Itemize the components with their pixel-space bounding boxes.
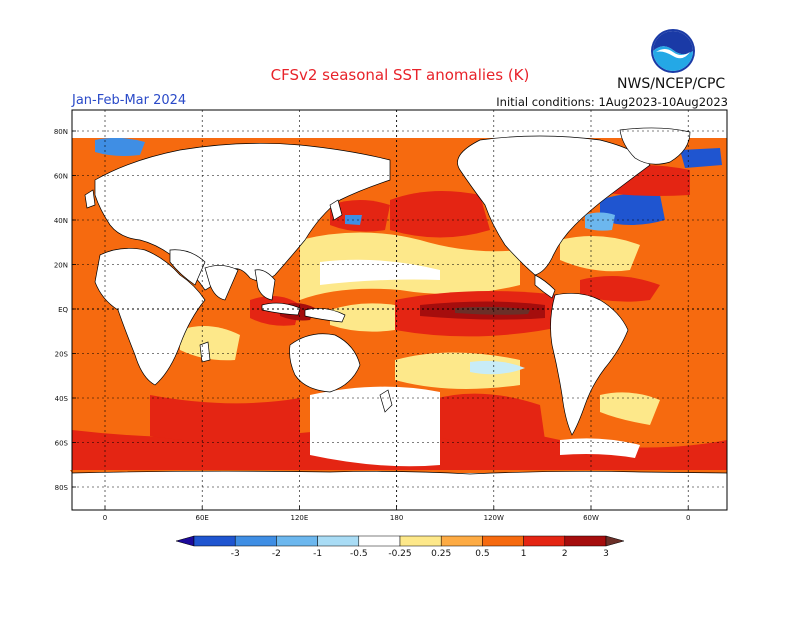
colorbar-min-arrow <box>175 535 195 547</box>
colorbar-box <box>399 535 442 547</box>
lon-tick-label: 180 <box>390 514 403 522</box>
new-guinea-land <box>304 308 346 323</box>
indonesia-land <box>261 302 301 316</box>
antarctica-land <box>71 470 728 511</box>
uk-land <box>84 189 96 209</box>
se-asia-land <box>254 269 276 301</box>
colorbar-box <box>234 535 277 547</box>
landmasses <box>71 127 728 511</box>
india-land <box>204 265 239 301</box>
colorbar-box <box>564 535 607 547</box>
australia-land <box>289 333 361 393</box>
org-label: NWS/NCEP/CPC <box>617 76 726 92</box>
colorbar-tick-label: 1 <box>521 549 527 559</box>
colorbar-tick-label: 0.25 <box>431 549 451 559</box>
lon-tick-label: 60W <box>583 514 599 522</box>
colorbar-max-arrow <box>605 535 625 547</box>
colorbar-box <box>317 535 360 547</box>
colorbar-tick-label: 0.5 <box>475 549 489 559</box>
colorbar-tick-label: 3 <box>603 549 609 559</box>
lat-tick-label: 40N <box>54 217 68 225</box>
lat-tick-label: 60N <box>54 173 68 181</box>
central-america-land <box>534 274 556 299</box>
colorbar-tick-label: -2 <box>272 549 281 559</box>
colorbar-box <box>358 535 401 547</box>
anomaly-shading <box>70 128 727 473</box>
lon-tick-label: 120W <box>484 514 504 522</box>
japan-land <box>329 199 343 221</box>
colorbar-box <box>193 535 236 547</box>
lon-tick-label: 0 <box>686 514 690 522</box>
lon-tick-label: 60E <box>196 514 209 522</box>
colorbar-tick-label: -3 <box>231 549 240 559</box>
south-america-land <box>550 293 629 436</box>
colorbar-tick-label: -0.25 <box>388 549 411 559</box>
new-zealand-land <box>379 389 393 413</box>
colorbar-box <box>482 535 524 547</box>
map-frame <box>71 109 728 511</box>
colorbar-box <box>523 535 566 547</box>
colorbar: -3 -2 -1 -0.5 -0.25 0.25 0.5 1 2 3 <box>175 535 625 559</box>
initial-conditions: Initial conditions: 1Aug2023-10Aug2023 <box>496 95 728 109</box>
madagascar-land <box>199 341 211 363</box>
noaa-logo-icon <box>651 29 695 73</box>
lon-tick-label: 0 <box>103 514 107 522</box>
graticule <box>72 110 727 510</box>
colorbar-box <box>440 535 483 547</box>
lat-tick-label: 40S <box>55 395 69 403</box>
longitude-labels: 0 60E 120E 180 120W 60W 0 <box>103 506 690 522</box>
eurasia-land <box>94 142 391 291</box>
lon-tick-label: 120E <box>291 514 309 522</box>
africa-land <box>94 248 206 386</box>
colorbar-tick-label: -0.5 <box>350 549 368 559</box>
latitude-labels: 80N 60N 40N 20N EQ 20S 40S 60S 80S <box>54 128 76 492</box>
lat-tick-label: 20S <box>55 351 69 359</box>
colorbar-box <box>276 535 318 547</box>
lat-tick-label: 80N <box>54 128 68 136</box>
lat-tick-label: EQ <box>58 306 68 314</box>
greenland-land <box>619 127 691 165</box>
forecast-period: Jan-Feb-Mar 2024 <box>72 93 187 108</box>
lat-tick-label: 60S <box>55 440 69 448</box>
lat-tick-label: 80S <box>55 484 69 492</box>
map-title: CFSv2 seasonal SST anomalies (K) <box>270 66 530 84</box>
colorbar-tick-label: -1 <box>313 549 322 559</box>
lat-tick-label: 20N <box>54 262 68 270</box>
colorbar-tick-label: 2 <box>562 549 568 559</box>
arabia-land <box>169 249 206 286</box>
